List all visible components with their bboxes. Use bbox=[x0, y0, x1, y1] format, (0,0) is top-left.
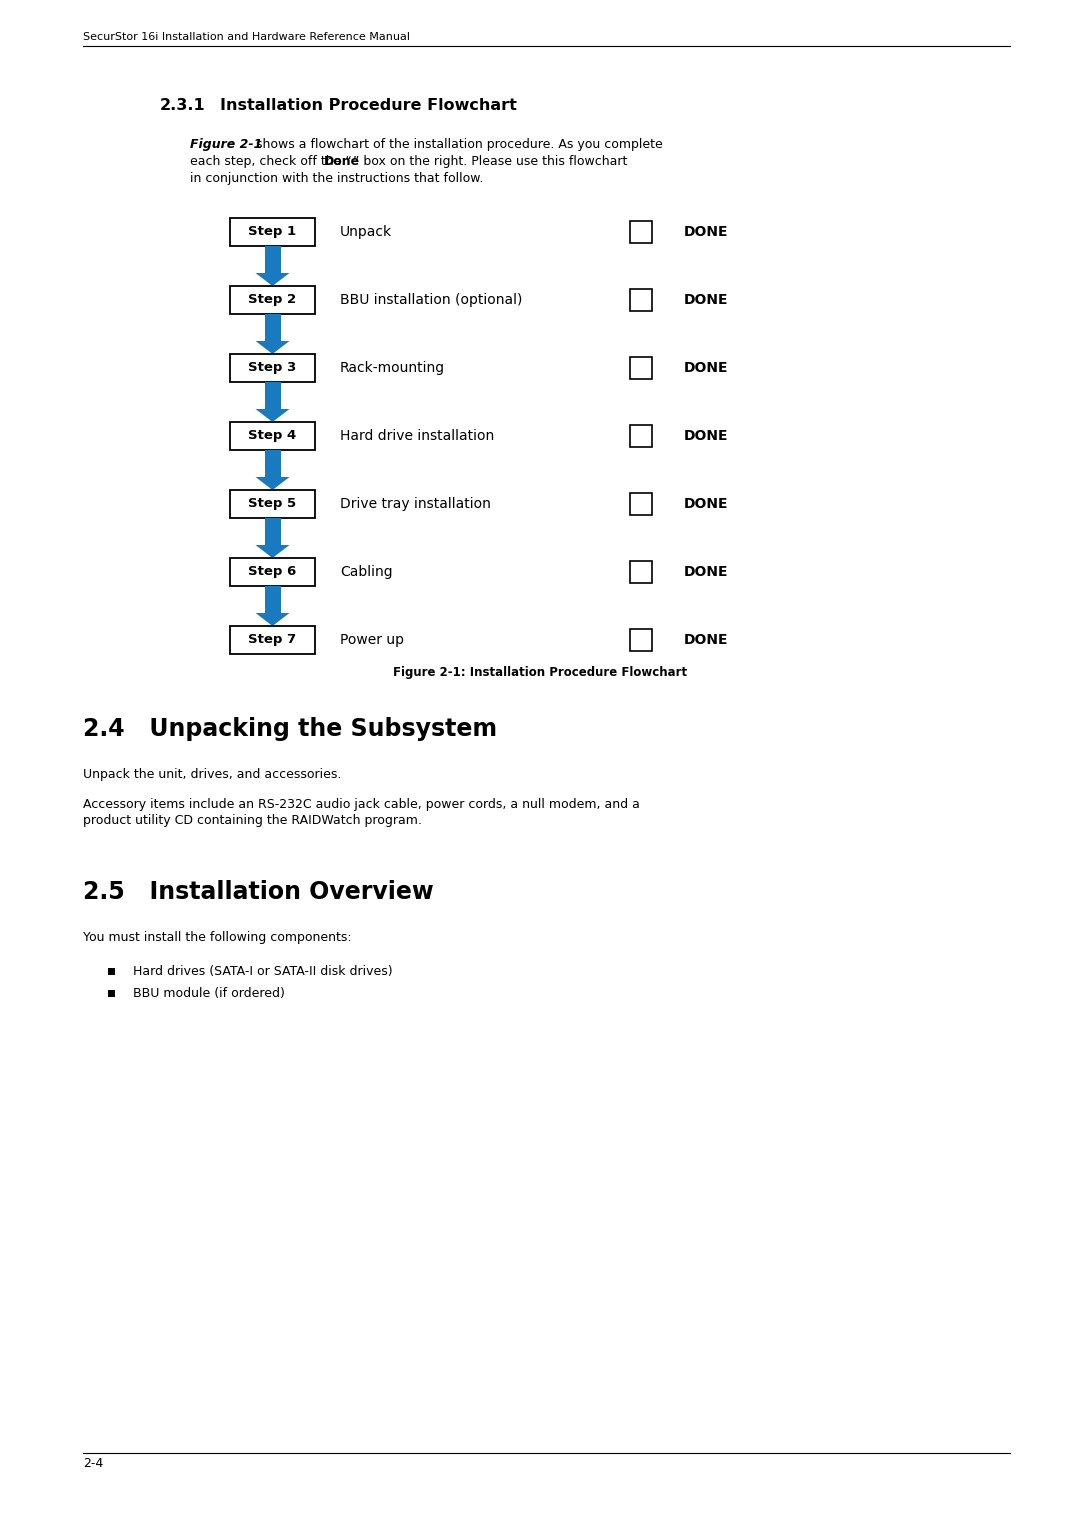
Text: Step 5: Step 5 bbox=[248, 498, 297, 510]
Polygon shape bbox=[256, 476, 289, 490]
Text: DONE: DONE bbox=[684, 634, 729, 647]
Bar bbox=[108, 989, 114, 997]
Bar bbox=[630, 221, 652, 243]
Text: 2.5   Installation Overview: 2.5 Installation Overview bbox=[83, 880, 434, 904]
Polygon shape bbox=[256, 545, 289, 557]
Text: DONE: DONE bbox=[684, 224, 729, 240]
Text: Figure 2-1: Figure 2-1 bbox=[190, 137, 262, 151]
Text: DONE: DONE bbox=[684, 565, 729, 579]
Text: You must install the following components:: You must install the following component… bbox=[83, 931, 352, 944]
Text: Power up: Power up bbox=[340, 634, 404, 647]
Bar bbox=[265, 315, 281, 341]
Text: product utility CD containing the RAIDWatch program.: product utility CD containing the RAIDWa… bbox=[83, 814, 422, 828]
Text: Step 1: Step 1 bbox=[248, 226, 297, 238]
Bar bbox=[265, 246, 281, 273]
Bar bbox=[230, 286, 315, 315]
Bar bbox=[265, 586, 281, 612]
Text: shows a flowchart of the installation procedure. As you complete: shows a flowchart of the installation pr… bbox=[252, 137, 663, 151]
Text: Installation Procedure Flowchart: Installation Procedure Flowchart bbox=[220, 98, 517, 113]
Text: Step 6: Step 6 bbox=[248, 565, 297, 579]
Text: Accessory items include an RS-232C audio jack cable, power cords, a null modem, : Accessory items include an RS-232C audio… bbox=[83, 799, 639, 811]
Bar bbox=[230, 557, 315, 586]
Bar bbox=[265, 382, 281, 409]
Bar bbox=[230, 354, 315, 382]
Text: Step 3: Step 3 bbox=[248, 362, 297, 374]
Polygon shape bbox=[256, 273, 289, 286]
Bar bbox=[630, 425, 652, 447]
Text: Hard drive installation: Hard drive installation bbox=[340, 429, 495, 443]
Bar bbox=[630, 493, 652, 515]
Bar bbox=[630, 560, 652, 583]
Bar bbox=[230, 626, 315, 654]
Bar bbox=[230, 421, 315, 450]
Text: DONE: DONE bbox=[684, 429, 729, 443]
Text: each step, check off the “: each step, check off the “ bbox=[190, 156, 352, 168]
Text: Cabling: Cabling bbox=[340, 565, 393, 579]
Bar bbox=[108, 968, 114, 974]
Text: in conjunction with the instructions that follow.: in conjunction with the instructions tha… bbox=[190, 173, 484, 185]
Text: SecurStor 16i Installation and Hardware Reference Manual: SecurStor 16i Installation and Hardware … bbox=[83, 32, 410, 43]
Text: BBU module (if ordered): BBU module (if ordered) bbox=[133, 986, 285, 1000]
Bar bbox=[230, 218, 315, 246]
Text: Drive tray installation: Drive tray installation bbox=[340, 496, 491, 512]
Text: DONE: DONE bbox=[684, 360, 729, 376]
Text: 2-4: 2-4 bbox=[83, 1457, 104, 1471]
Bar bbox=[630, 289, 652, 312]
Text: Step 2: Step 2 bbox=[248, 293, 297, 307]
Bar bbox=[265, 518, 281, 545]
Bar bbox=[630, 629, 652, 651]
Text: Figure 2-1: Installation Procedure Flowchart: Figure 2-1: Installation Procedure Flowc… bbox=[393, 666, 687, 680]
Polygon shape bbox=[256, 612, 289, 626]
Text: 2.3.1: 2.3.1 bbox=[160, 98, 205, 113]
Text: Unpack: Unpack bbox=[340, 224, 392, 240]
Text: DONE: DONE bbox=[684, 293, 729, 307]
Bar bbox=[630, 357, 652, 379]
Text: Unpack the unit, drives, and accessories.: Unpack the unit, drives, and accessories… bbox=[83, 768, 341, 780]
Bar bbox=[265, 450, 281, 476]
Text: DONE: DONE bbox=[684, 496, 729, 512]
Text: Step 4: Step 4 bbox=[248, 429, 297, 443]
Polygon shape bbox=[256, 341, 289, 354]
Bar bbox=[230, 490, 315, 518]
Text: ” box on the right. Please use this flowchart: ” box on the right. Please use this flow… bbox=[353, 156, 627, 168]
Text: 2.4   Unpacking the Subsystem: 2.4 Unpacking the Subsystem bbox=[83, 718, 497, 741]
Text: Step 7: Step 7 bbox=[248, 634, 297, 646]
Polygon shape bbox=[256, 409, 289, 421]
Text: Done: Done bbox=[324, 156, 360, 168]
Text: Hard drives (SATA-I or SATA-II disk drives): Hard drives (SATA-I or SATA-II disk driv… bbox=[133, 965, 393, 977]
Text: BBU installation (optional): BBU installation (optional) bbox=[340, 293, 523, 307]
Text: Rack-mounting: Rack-mounting bbox=[340, 360, 445, 376]
